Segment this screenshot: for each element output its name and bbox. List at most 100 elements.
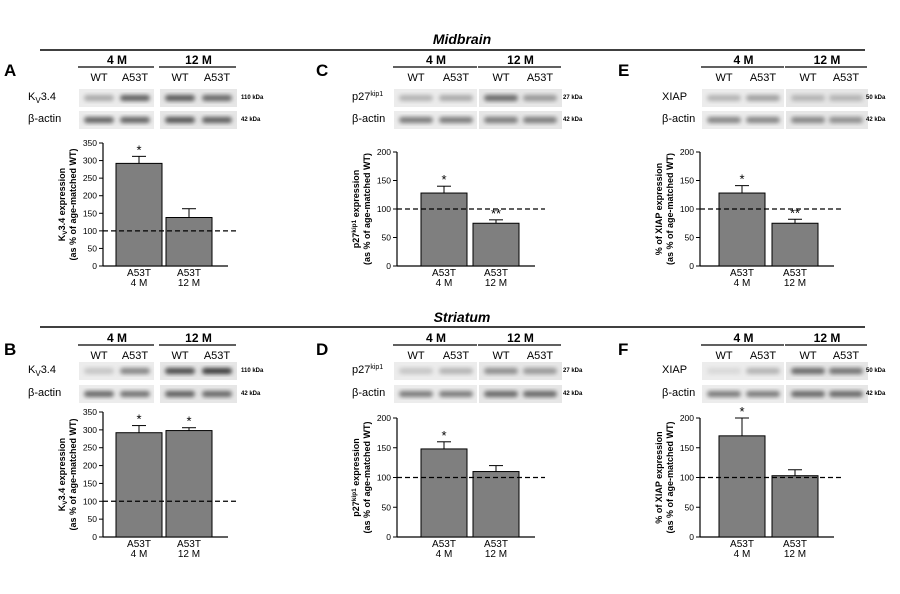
- blot-band: [484, 117, 518, 123]
- kda-label: 42 kDa: [866, 117, 886, 123]
- y-tick-label: 350: [83, 138, 97, 148]
- blot-band: [707, 95, 741, 101]
- kda-label: 42 kDa: [563, 391, 583, 397]
- y-tick-label: 250: [83, 173, 97, 183]
- x-tick-label: A53T: [432, 268, 456, 279]
- lane-label: WT: [407, 72, 424, 84]
- y-tick-label: 100: [377, 473, 391, 483]
- bar: [420, 448, 468, 538]
- blot-strip: [160, 111, 237, 129]
- x-tick-label: 4 M: [734, 278, 751, 289]
- section-title-striatum: Striatum: [434, 309, 491, 325]
- blot-strip: [702, 89, 784, 107]
- y-tick-label: 300: [83, 156, 97, 166]
- x-tick-label: A53T: [484, 268, 508, 279]
- blot-strip: [479, 385, 562, 403]
- y-tick-label: 150: [680, 443, 694, 453]
- significance-marker: *: [136, 142, 141, 157]
- blot-band: [523, 95, 557, 101]
- target-blot: [702, 362, 868, 380]
- bar: [718, 192, 766, 267]
- lane-label: A53T: [750, 72, 777, 84]
- blot-band: [484, 391, 518, 397]
- x-tick-label: 12 M: [784, 278, 806, 289]
- significance-marker: *: [739, 172, 744, 187]
- blot-strip: [394, 111, 477, 129]
- section-title-midbrain: Midbrain: [433, 31, 491, 47]
- blot-band: [484, 368, 518, 374]
- bar: [165, 430, 213, 538]
- group-label-12m: 12 M: [185, 331, 212, 345]
- x-tick-label: A53T: [177, 539, 201, 550]
- bar: [472, 471, 520, 538]
- actin-label: β-actin: [28, 113, 61, 125]
- y-tick-label: 150: [377, 176, 391, 186]
- significance-marker: *: [136, 412, 141, 427]
- panel-letter: F: [618, 340, 628, 359]
- y-tick-label: 200: [377, 147, 391, 157]
- y-axis-label-sub: (as % of age-matched WT): [362, 421, 372, 533]
- y-tick-label: 100: [83, 226, 97, 236]
- lane-label: WT: [90, 350, 107, 362]
- group-label-4m: 4 M: [733, 53, 753, 67]
- y-tick-label: 50: [88, 514, 98, 524]
- y-tick-label: 200: [83, 191, 97, 201]
- blot-band: [120, 391, 150, 397]
- y-tick-label: 100: [377, 204, 391, 214]
- blot-band: [707, 117, 741, 123]
- blot-band: [165, 368, 195, 374]
- kda-label: 42 kDa: [241, 117, 261, 123]
- bar: [771, 475, 819, 538]
- actin-label: β-actin: [352, 113, 385, 125]
- panel-letter: E: [618, 61, 629, 80]
- panel-letter: D: [316, 340, 328, 359]
- blot-band: [399, 368, 433, 374]
- blot-band: [439, 391, 473, 397]
- lane-label: A53T: [204, 350, 231, 362]
- lane-label: WT: [171, 72, 188, 84]
- y-tick-label: 50: [382, 502, 392, 512]
- panel-c: C 4 M 12 M WT A53T WT A53T p27kip1 β-actin 27 kDa…: [316, 53, 583, 289]
- y-tick-label: 100: [680, 204, 694, 214]
- panel-f: F 4 M 12 M WT A53T WT A53T XIAP β-actin 50 kDa 42 …: [618, 331, 886, 560]
- blot-strip: [394, 385, 477, 403]
- y-axis-label: % of XIAP expression: [654, 431, 664, 523]
- bar: [165, 217, 213, 267]
- actin-blot: [702, 111, 868, 129]
- blot-band: [439, 95, 473, 101]
- y-tick-label: 50: [382, 233, 392, 243]
- y-axis-label-sub: (as % of age-matched WT): [665, 153, 675, 265]
- y-tick-label: 50: [88, 243, 98, 253]
- y-axis-label: % of XIAP expression: [654, 163, 664, 255]
- group-label-12m: 12 M: [507, 331, 534, 345]
- blot-band: [829, 117, 863, 123]
- kda-label: 110 kDa: [241, 368, 264, 374]
- blot-band: [829, 95, 863, 101]
- blot-band: [84, 368, 114, 374]
- protein-label: p27kip1: [352, 91, 383, 103]
- y-tick-label: 200: [680, 413, 694, 423]
- y-tick-label: 0: [689, 532, 694, 542]
- kda-label: 110 kDa: [241, 95, 264, 101]
- blot-strip: [479, 362, 562, 380]
- lane-label: A53T: [833, 350, 860, 362]
- blot-strip: [79, 111, 154, 129]
- x-tick-label: A53T: [783, 268, 807, 279]
- panel-letter: C: [316, 61, 328, 80]
- blot-strip: [160, 89, 237, 107]
- blot-band: [791, 95, 825, 101]
- blot-band: [84, 117, 114, 123]
- kda-label: 50 kDa: [866, 368, 886, 374]
- lane-label: A53T: [122, 350, 149, 362]
- blot-strip: [479, 111, 562, 129]
- blot-band: [523, 391, 557, 397]
- y-tick-label: 300: [83, 425, 97, 435]
- y-tick-label: 50: [685, 233, 695, 243]
- lane-label: WT: [799, 72, 816, 84]
- x-tick-label: 4 M: [131, 278, 148, 289]
